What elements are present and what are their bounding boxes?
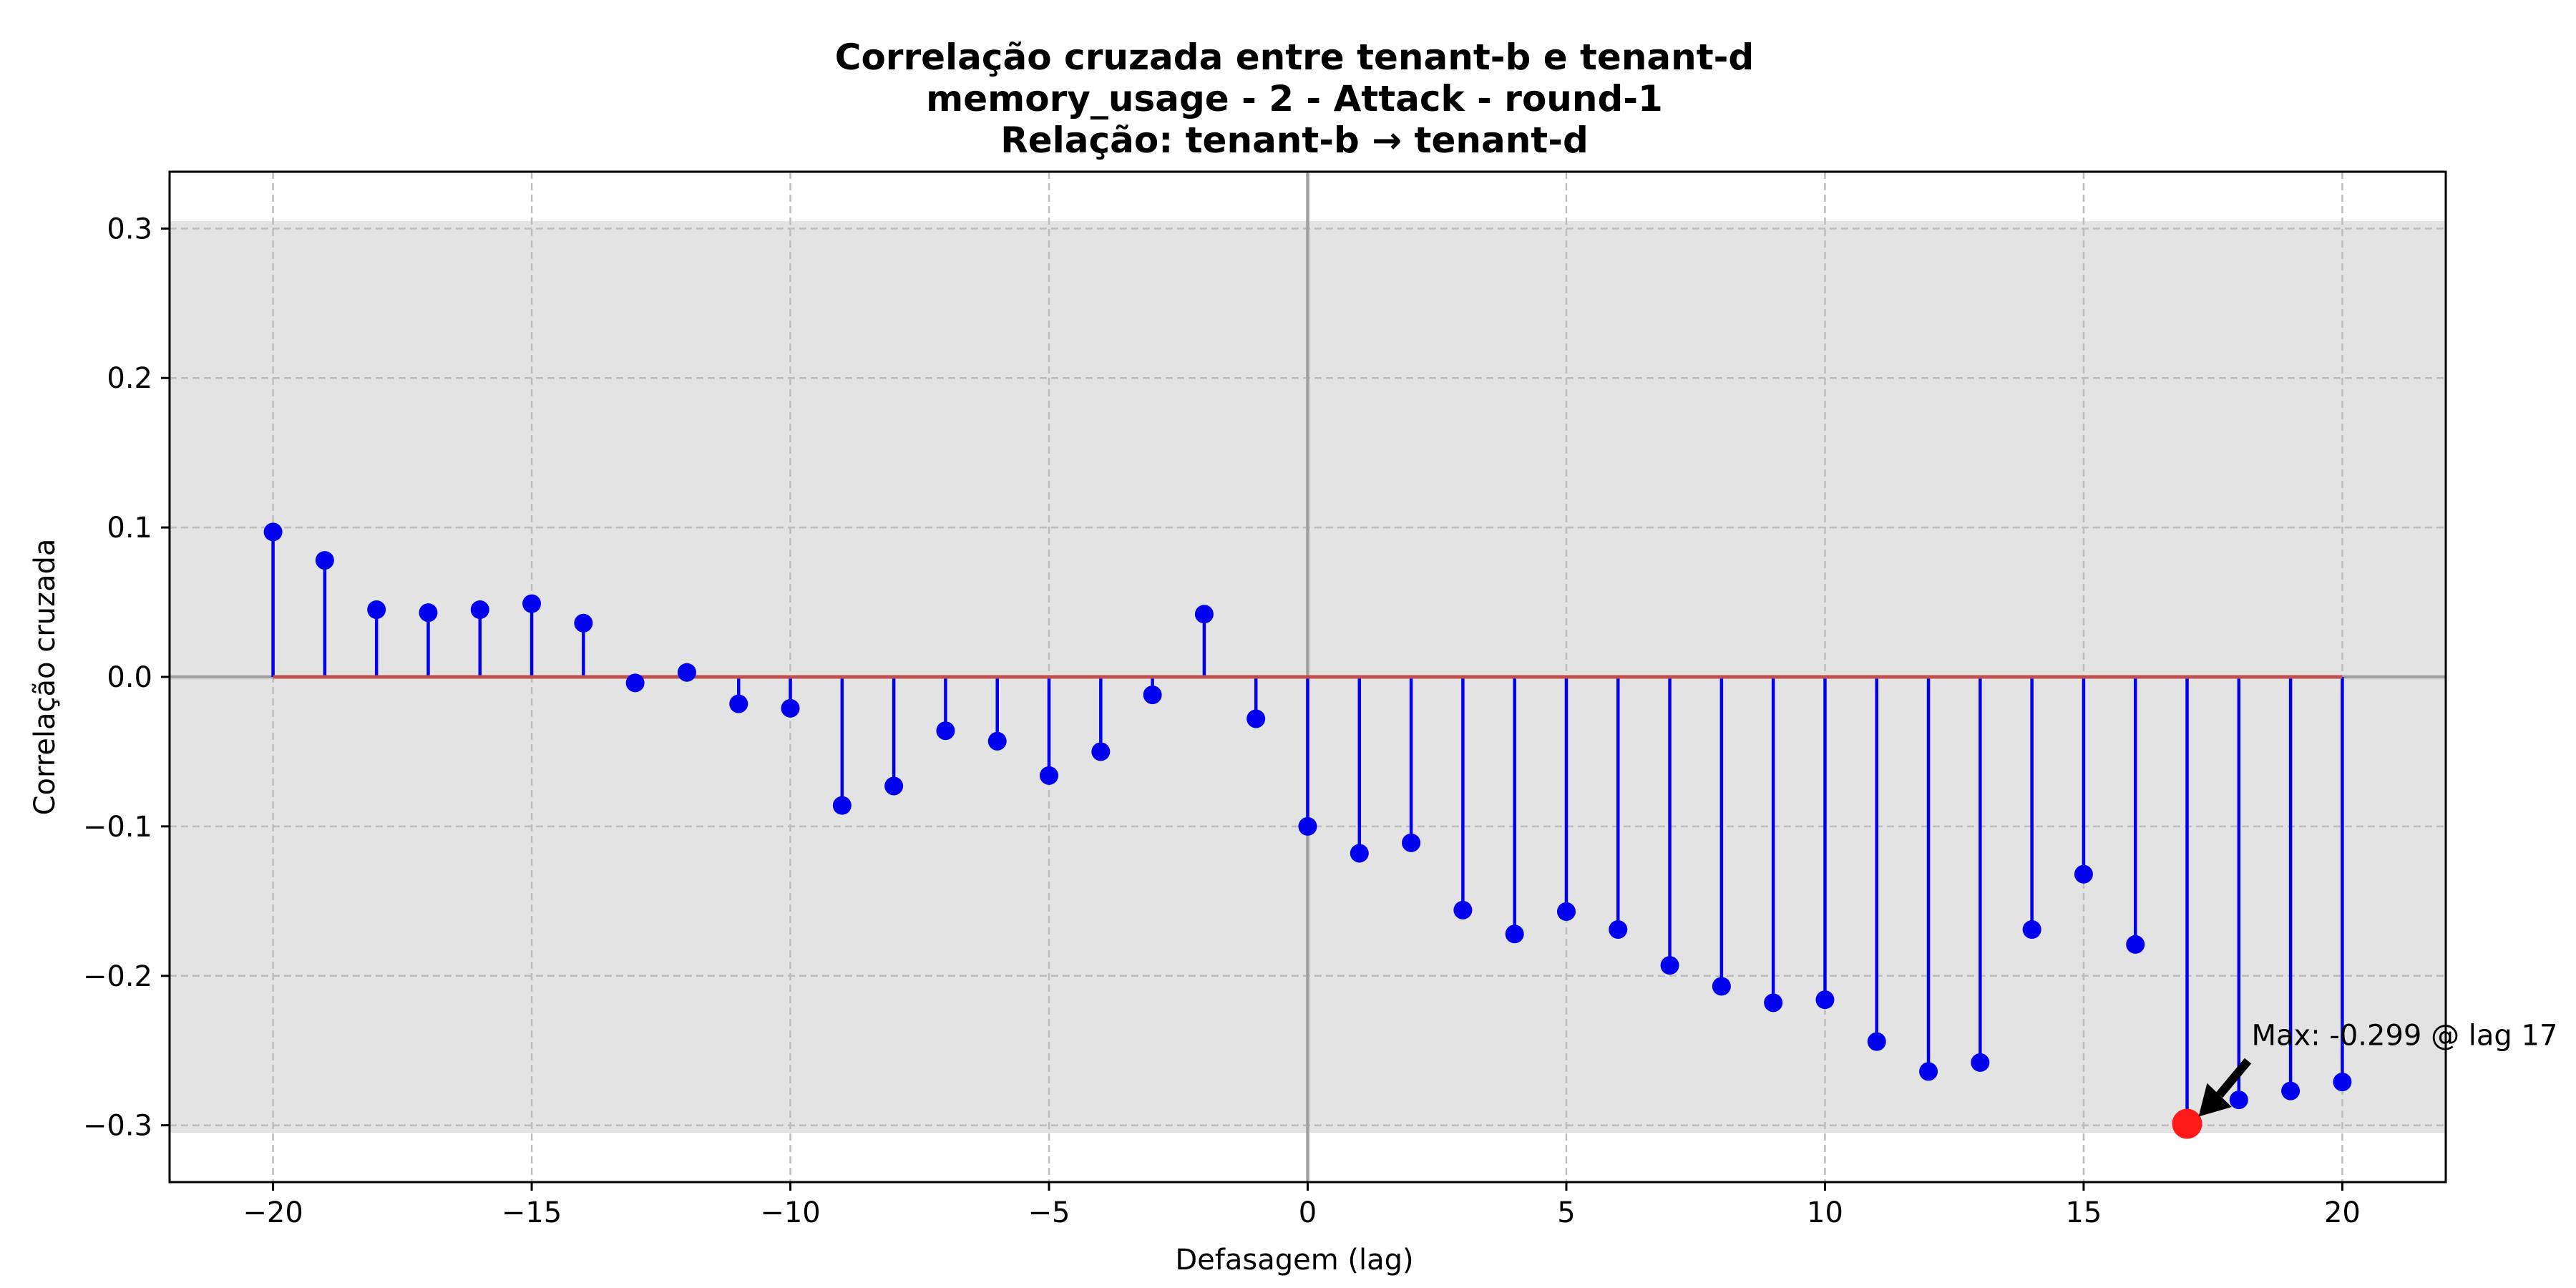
plot-area: Max: -0.299 @ lag 17 −20 −15 −10 −5 0 5 10 15 20 0… <box>83 170 2558 1229</box>
data-point <box>263 522 283 542</box>
data-point <box>1350 844 1369 863</box>
x-tick-label: 10 <box>1807 1196 1843 1229</box>
data-point <box>2022 920 2041 939</box>
data-point <box>574 613 593 633</box>
data-point <box>987 731 1007 751</box>
data-point <box>1194 605 1214 624</box>
data-point <box>1143 686 1162 705</box>
data-point <box>367 600 386 620</box>
data-point <box>832 796 852 815</box>
data-point <box>2074 864 2093 884</box>
data-point <box>2229 1091 2248 1110</box>
data-point <box>1246 709 1266 728</box>
chart-title-line-1: Correlação cruzada entre tenant-b e tena… <box>835 36 1754 78</box>
data-point <box>1919 1062 1938 1081</box>
x-tick-label: 15 <box>2065 1196 2102 1229</box>
x-tick-label: 0 <box>1299 1196 1317 1229</box>
data-point <box>1971 1053 1990 1072</box>
chart-title-line-2: memory_usage - 2 - Attack - round-1 <box>926 78 1663 119</box>
x-tick-label: −20 <box>243 1196 303 1229</box>
x-tick-label: 5 <box>1557 1196 1575 1229</box>
data-point <box>1764 993 1783 1013</box>
x-tick-label: 20 <box>2324 1196 2361 1229</box>
data-point <box>2126 935 2145 954</box>
data-point <box>1453 900 1473 919</box>
data-point <box>1505 924 1524 944</box>
data-point <box>1298 816 1317 836</box>
max-annotation-label: Max: -0.299 @ lag 17 <box>2252 1020 2558 1053</box>
y-tick-label: 0.3 <box>107 213 152 245</box>
max-point-marker <box>2172 1108 2202 1139</box>
y-tick-label: −0.3 <box>83 1110 152 1143</box>
data-point <box>1556 902 1576 921</box>
data-point <box>1660 956 1679 975</box>
x-axis-label: Defasagem (lag) <box>1175 1244 1413 1277</box>
y-tick-label: −0.1 <box>83 811 152 844</box>
data-point <box>1402 833 1421 852</box>
y-tick-label: 0.0 <box>107 661 152 694</box>
y-tick-label: 0.1 <box>107 512 152 545</box>
data-point <box>2281 1081 2301 1101</box>
data-point <box>1091 742 1111 761</box>
y-axis-label: Correlação cruzada <box>29 539 62 816</box>
data-point <box>625 673 645 693</box>
data-point <box>419 603 438 623</box>
data-point <box>1040 766 1059 785</box>
y-tick-label: −0.2 <box>83 960 152 993</box>
x-tick-label: −15 <box>502 1196 562 1229</box>
chart-title-line-3: Relação: tenant-b → tenant-d <box>1000 119 1589 161</box>
data-point <box>781 698 800 718</box>
data-point <box>884 776 904 796</box>
data-point <box>936 721 955 741</box>
annotation-arrow-head <box>2198 1083 2232 1117</box>
data-point <box>1815 990 1835 1010</box>
data-point <box>470 600 489 620</box>
x-tick-label: −10 <box>760 1196 820 1229</box>
data-point <box>2333 1073 2352 1092</box>
data-point <box>1867 1032 1886 1051</box>
data-point <box>1609 920 1628 939</box>
annotation-arrow-shaft <box>2216 1058 2252 1098</box>
data-point <box>677 663 696 682</box>
x-tick-label: −5 <box>1028 1196 1070 1229</box>
y-tick-label: 0.2 <box>107 362 152 395</box>
data-point <box>729 694 748 713</box>
chart-title: Correlação cruzada entre tenant-b e tena… <box>835 36 1754 161</box>
data-point <box>1712 977 1731 996</box>
data-point <box>522 594 542 613</box>
data-point <box>315 551 334 570</box>
